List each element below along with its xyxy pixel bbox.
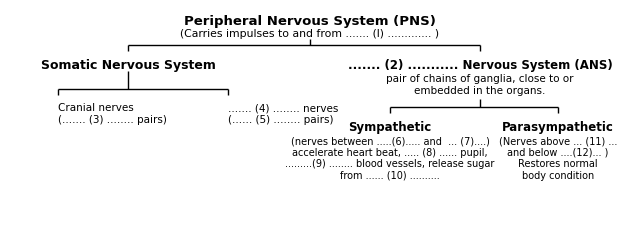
Text: Sympathetic: Sympathetic bbox=[348, 121, 432, 134]
Text: (Carries impulses to and from ....... (l) ............. ): (Carries impulses to and from ....... (l… bbox=[180, 29, 440, 39]
Text: pair of chains of ganglia, close to or
embedded in the organs.: pair of chains of ganglia, close to or e… bbox=[386, 74, 574, 96]
Text: Cranial nerves
(....... (3) ........ pairs): Cranial nerves (....... (3) ........ pai… bbox=[58, 103, 167, 125]
Text: (Nerves above ... (11) ...
and below ....(12)... )
Restores normal
body conditio: (Nerves above ... (11) ... and below ...… bbox=[499, 136, 617, 181]
Text: ....... (2) ........... Nervous System (ANS): ....... (2) ........... Nervous System (… bbox=[348, 59, 613, 72]
Text: Somatic Nervous System: Somatic Nervous System bbox=[40, 59, 215, 72]
Text: (nerves between .....(6)..... and  ... (7)....)
accelerate heart beat, ..... (8): (nerves between .....(6)..... and ... (7… bbox=[285, 136, 495, 181]
Text: Peripheral Nervous System (PNS): Peripheral Nervous System (PNS) bbox=[184, 15, 436, 28]
Text: ....... (4) ........ nerves
(...... (5) ........ pairs): ....... (4) ........ nerves (...... (5) … bbox=[228, 103, 339, 125]
Text: Parasympathetic: Parasympathetic bbox=[502, 121, 614, 134]
